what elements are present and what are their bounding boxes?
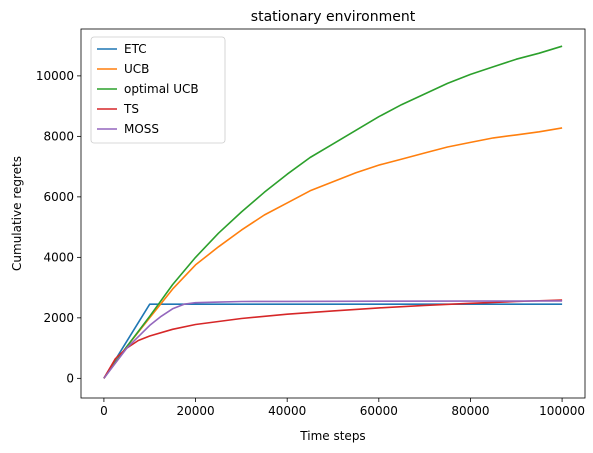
y-tick-label: 8000 (43, 129, 74, 143)
y-tick-label: 6000 (43, 190, 74, 204)
x-tick-label: 40000 (268, 404, 306, 418)
legend-box (90, 36, 226, 144)
legend-label: optimal UCB (124, 82, 199, 96)
x-tick-label: 80000 (451, 404, 489, 418)
series-line-ts (103, 299, 563, 379)
plot-lines (103, 45, 563, 379)
legend-label: UCB (124, 62, 149, 76)
series-line-optimal-ucb (103, 45, 563, 379)
y-axis: 0 2000 4000 6000 8000 10000 (36, 69, 81, 385)
legend-label: MOSS (124, 122, 159, 136)
x-axis-label: Time steps (299, 429, 365, 443)
x-tick-label: 60000 (360, 404, 398, 418)
y-tick-label: 0 (66, 371, 74, 385)
series-line-etc (103, 303, 563, 379)
x-axis: 0 20000 40000 60000 80000 100000 (100, 398, 585, 418)
x-tick-label: 20000 (176, 404, 214, 418)
legend-label: ETC (124, 42, 147, 56)
legend-label: TS (123, 102, 139, 116)
legend: ETC UCB optimal UCB TS MOSS (90, 36, 226, 144)
plot-frame (80, 28, 586, 399)
y-axis-label: Cumulative regrets (10, 156, 24, 271)
y-tick-label: 2000 (43, 311, 74, 325)
series-line-ucb (103, 127, 563, 379)
chart-title: stationary environment (251, 9, 416, 25)
y-tick-label: 4000 (43, 250, 74, 264)
x-tick-label: 100000 (539, 404, 585, 418)
series-line-moss (103, 300, 563, 379)
y-tick-label: 10000 (36, 69, 74, 83)
x-tick-label: 0 (100, 404, 108, 418)
